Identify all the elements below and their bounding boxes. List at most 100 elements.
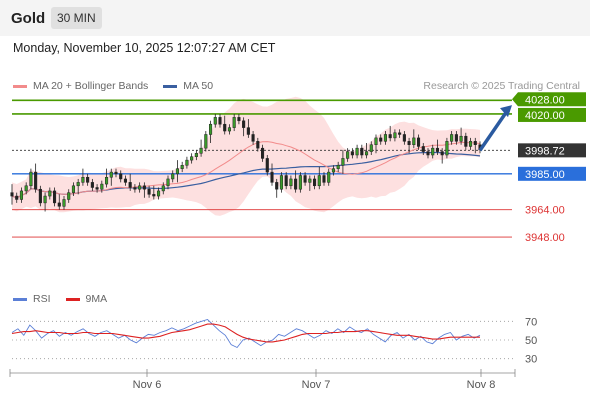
candle	[364, 143, 369, 159]
level-tag-3	[518, 166, 586, 181]
candle-body	[275, 182, 279, 190]
candle-body	[161, 185, 165, 192]
candle-body	[364, 151, 369, 156]
candle-body	[213, 117, 217, 125]
legend-swatch-rsi	[13, 297, 27, 301]
candle-body	[185, 159, 189, 166]
candle-body	[256, 141, 260, 149]
legend-label-ma50: MA 50	[183, 80, 214, 92]
candle-body	[62, 199, 66, 207]
candle	[161, 182, 165, 195]
candle-body	[190, 156, 194, 161]
candle-body	[294, 178, 298, 190]
candle	[242, 117, 246, 137]
candle-body	[24, 185, 28, 192]
main-legend: MA 20 + Bollinger Bands MA 50	[13, 80, 228, 92]
credit-text: Research © 2025 Trading Central	[423, 80, 580, 92]
candle-body	[412, 137, 416, 145]
candle	[71, 182, 76, 197]
candle-body	[237, 117, 241, 122]
candle	[336, 161, 340, 173]
candle	[407, 137, 411, 154]
candle	[48, 187, 52, 200]
candle-body	[450, 134, 454, 142]
candle-body	[459, 135, 463, 142]
candle-body	[279, 175, 284, 190]
candle	[171, 170, 175, 183]
candle	[185, 156, 189, 169]
candle-body	[468, 141, 473, 147]
candle	[232, 113, 236, 132]
timeframe-badge[interactable]: 30 MIN	[51, 7, 102, 29]
candle	[402, 131, 406, 145]
rsi-panel: 70 50 30	[11, 316, 537, 366]
candle	[284, 172, 288, 190]
candle-body	[473, 141, 477, 145]
candle	[156, 187, 161, 200]
candle-body	[208, 123, 213, 135]
candle	[180, 161, 184, 173]
candle	[81, 168, 85, 186]
candle-body	[416, 137, 421, 147]
candle-body	[454, 134, 458, 142]
candle	[100, 180, 104, 193]
candle-body	[29, 171, 33, 187]
target-arrow-layer	[478, 105, 512, 152]
candle-body	[346, 151, 350, 159]
candle-body	[393, 132, 397, 139]
candle	[454, 131, 458, 145]
candle-body	[388, 134, 392, 139]
candle	[294, 170, 298, 193]
candle-body	[95, 187, 99, 190]
rsi-legend: RSI 9MA	[13, 293, 122, 305]
candle	[445, 137, 449, 159]
candle-body	[204, 134, 208, 149]
legend-swatch-ma50	[163, 84, 178, 88]
candle	[246, 119, 250, 138]
candle-body	[379, 137, 383, 142]
candle-body	[156, 190, 161, 197]
candle-body	[48, 190, 52, 197]
candle-body	[251, 134, 255, 142]
candle-body	[100, 183, 104, 190]
candle	[208, 120, 213, 144]
candle	[450, 131, 454, 145]
candle-body	[298, 175, 302, 190]
candle	[204, 131, 208, 152]
candle-body	[227, 127, 232, 132]
candle-body	[171, 173, 175, 180]
candle-body	[327, 171, 331, 183]
candle-body	[52, 190, 57, 204]
candle-body	[123, 178, 128, 183]
legend-label-ma20: MA 20 + Bollinger Bands	[33, 80, 149, 92]
x-tick-label-0: Nov 6	[133, 379, 162, 391]
level-labels-layer: 4028.00 4020.00 3998.72 3985.00 3964.00 3948.…	[512, 92, 586, 244]
candle	[279, 172, 284, 193]
legend-item-9ma: 9MA	[65, 293, 108, 305]
candle	[383, 131, 388, 145]
rsi-tick-70: 70	[525, 316, 537, 328]
legend-label-9ma: 9MA	[85, 293, 108, 305]
candle-body	[138, 185, 142, 190]
level-label-2: 3998.72	[525, 145, 565, 157]
level-tag-1	[518, 107, 586, 122]
candle	[128, 173, 132, 191]
rsi-series-9ma	[11, 323, 480, 343]
candle	[29, 168, 33, 190]
candle	[90, 178, 94, 191]
candle	[303, 172, 307, 186]
target-arrow-head	[500, 105, 512, 118]
target-arrow-shaft	[478, 110, 509, 152]
candle	[412, 129, 416, 149]
candle-body	[194, 153, 198, 157]
candle-body	[109, 171, 113, 178]
candle	[270, 163, 274, 186]
candle	[227, 124, 232, 135]
candle	[360, 144, 364, 159]
candle-body	[421, 146, 425, 152]
candle	[312, 175, 317, 190]
candle	[350, 148, 354, 159]
legend-item-rsi: RSI	[13, 293, 51, 305]
candle	[213, 113, 217, 128]
